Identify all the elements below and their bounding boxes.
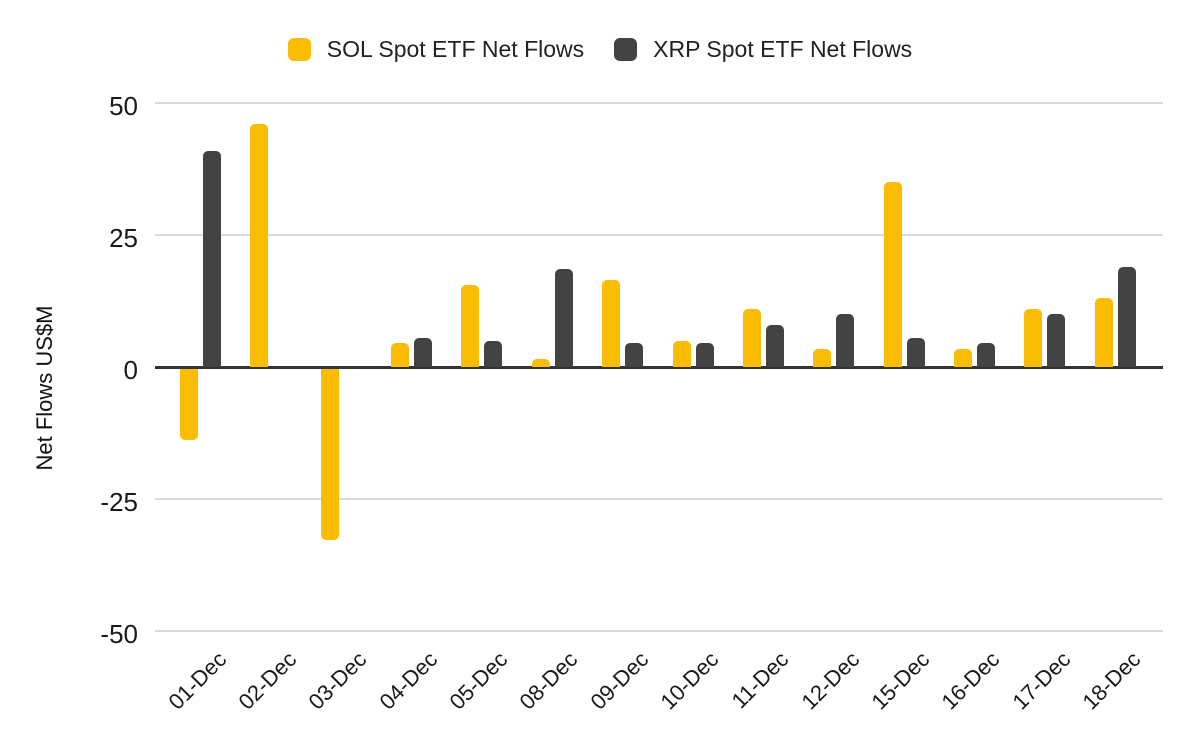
bar-xrp-05-Dec[interactable] — [484, 340, 503, 367]
xrp-series-swatch — [614, 38, 638, 61]
bar-sol-09-Dec[interactable] — [602, 279, 621, 367]
bar-xrp-04-Dec[interactable] — [414, 337, 433, 367]
gridline--50 — [155, 630, 1163, 632]
legend-item-xrp[interactable]: XRP Spot ETF Net Flows — [614, 36, 912, 63]
bar-xrp-15-Dec[interactable] — [906, 337, 925, 367]
bar-xrp-01-Dec[interactable] — [203, 150, 221, 367]
gridline--25 — [155, 498, 1163, 500]
gridline-25 — [155, 234, 1163, 236]
y-tick-label-50: 50 — [109, 91, 138, 121]
bar-xrp-17-Dec[interactable] — [1047, 314, 1066, 367]
bar-sol-03-Dec[interactable] — [320, 368, 339, 541]
bar-sol-11-Dec[interactable] — [742, 308, 761, 367]
bar-xrp-11-Dec[interactable] — [765, 324, 784, 367]
bar-sol-05-Dec[interactable] — [461, 285, 480, 367]
legend-item-sol[interactable]: SOL Spot ETF Net Flows — [287, 36, 585, 63]
bar-xrp-12-Dec[interactable] — [836, 314, 855, 367]
y-axis-title: Net Flows US$M — [32, 305, 57, 471]
bar-sol-02-Dec[interactable] — [250, 124, 269, 367]
zero-axis-line — [155, 365, 1163, 369]
bar-sol-15-Dec[interactable] — [883, 182, 902, 367]
bar-sol-18-Dec[interactable] — [1094, 298, 1113, 367]
y-tick-label--50: -50 — [100, 619, 138, 649]
bar-sol-04-Dec[interactable] — [391, 343, 410, 367]
bar-xrp-10-Dec[interactable] — [695, 343, 714, 367]
bar-sol-16-Dec[interactable] — [953, 348, 972, 367]
y-tick-label-0: 0 — [123, 355, 138, 385]
legend-label-sol: SOL Spot ETF Net Flows — [326, 36, 585, 62]
gridline-50 — [155, 102, 1163, 104]
legend: SOL Spot ETF Net Flows XRP Spot ETF Net … — [0, 36, 1200, 63]
bar-xrp-16-Dec[interactable] — [976, 343, 995, 367]
y-tick-label-25: 25 — [109, 223, 138, 253]
bar-xrp-09-Dec[interactable] — [625, 343, 644, 367]
bar-sol-08-Dec[interactable] — [531, 359, 550, 367]
bar-sol-17-Dec[interactable] — [1024, 308, 1043, 367]
y-tick-label--25: -25 — [100, 487, 138, 517]
bar-sol-01-Dec[interactable] — [180, 368, 198, 440]
bar-sol-10-Dec[interactable] — [672, 340, 691, 367]
bar-xrp-08-Dec[interactable] — [554, 269, 573, 367]
sol-series-swatch — [287, 38, 311, 61]
bar-sol-12-Dec[interactable] — [813, 348, 832, 367]
legend-label-xrp: XRP Spot ETF Net Flows — [653, 36, 913, 62]
bar-xrp-18-Dec[interactable] — [1117, 266, 1136, 367]
